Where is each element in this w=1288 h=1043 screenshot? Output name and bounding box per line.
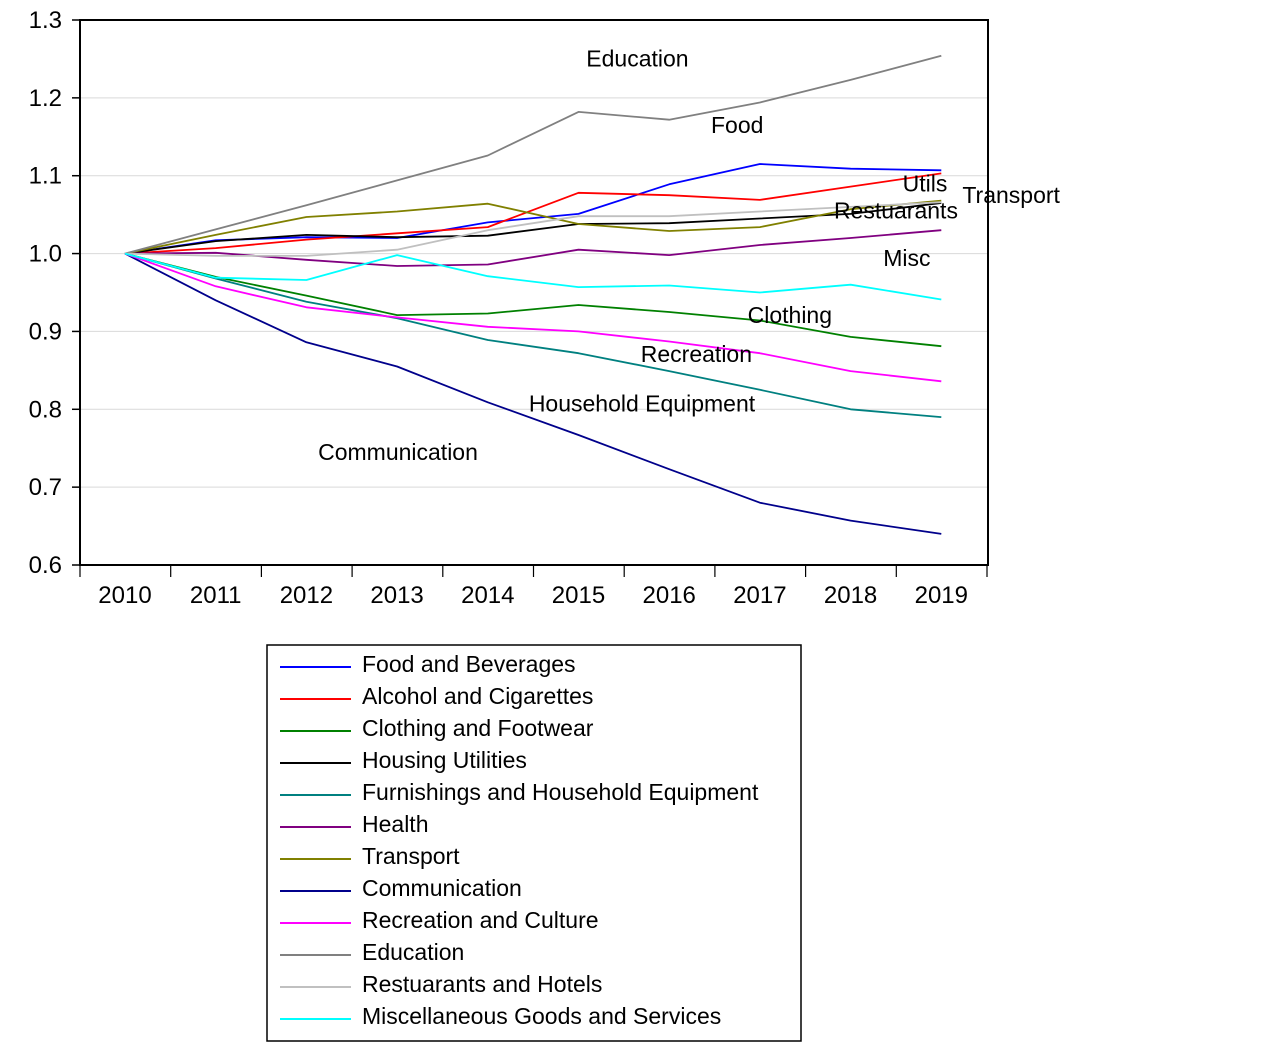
x-tick-label: 2015 [552,582,605,609]
legend-label: Health [362,811,428,837]
series-line-education [124,54,942,255]
line-annotation: Household Equipment [529,391,756,417]
line-annotation: Education [586,46,688,72]
x-tick-label: 2016 [643,582,696,609]
legend-label: Alcohol and Cigarettes [362,683,593,709]
y-tick-label: 0.8 [29,396,62,423]
series-line-miscellaneous-goods-and-services [124,252,942,301]
gridlines [80,97,988,488]
y-tick-label: 0.6 [29,552,62,579]
x-tick-label: 2010 [98,582,151,609]
series-line-furnishings-and-household-equipment [124,252,942,418]
series-line-communication [124,252,942,535]
series-line-restuarants-and-hotels [124,201,942,257]
x-axis: 2010 2011 2012 2013 2014 2015 2016 2017 2018 2019 [79,565,988,609]
legend-box [266,644,802,1042]
x-tick-label: 2011 [190,582,242,609]
y-axis: 0.6 0.7 0.8 0.9 1.0 1.1 1.2 1.3 [29,7,80,579]
x-tick-label: 2019 [915,582,968,609]
line-annotation: Restuarants [834,198,958,224]
series-line-clothing-and-footwear [124,252,942,348]
series-line-alcohol-and-cigarettes [124,172,942,255]
line-annotation: Recreation [641,341,752,367]
legend-label: Furnishings and Household Equipment [362,779,759,805]
x-tick-label: 2018 [824,582,877,609]
x-tick-label: 2012 [280,582,333,609]
line-annotation: Clothing [748,302,832,328]
legend-label: Transport [362,843,460,869]
plot-frame [79,19,989,566]
y-tick-label: 1.2 [29,85,62,112]
y-tick-label: 0.7 [29,474,62,501]
x-tick-label: 2014 [461,582,514,609]
y-tick-label: 1.3 [29,7,62,34]
legend-label: Communication [362,875,522,901]
legend: Food and Beverages Alcohol and Cigarettes… [266,644,802,1042]
legend-label: Education [362,939,464,965]
y-tick-label: 1.0 [29,241,62,268]
legend-label: Housing Utilities [362,747,527,773]
legend-label: Clothing and Footwear [362,715,594,741]
series-line-housing-utilities [124,202,942,255]
line-annotation: Utils [903,170,948,196]
legend-label: Food and Beverages [362,651,576,677]
line-annotation: Food [711,112,763,138]
legend-label: Recreation and Culture [362,907,599,933]
x-tick-label: 2013 [370,582,423,609]
y-tick-label: 1.1 [29,163,62,190]
legend-label: Miscellaneous Goods and Services [362,1003,721,1029]
line-annotation: Communication [318,439,478,465]
series-line-health [124,229,942,267]
line-annotation: Transport [962,182,1060,208]
series-line-transport [124,199,942,255]
line-annotation: Misc [883,245,930,271]
series-line-recreation-and-culture [124,252,942,383]
legend-label: Restuarants and Hotels [362,971,602,997]
series-lines [124,54,942,535]
y-tick-label: 0.9 [29,318,62,345]
x-tick-label: 2017 [733,582,786,609]
